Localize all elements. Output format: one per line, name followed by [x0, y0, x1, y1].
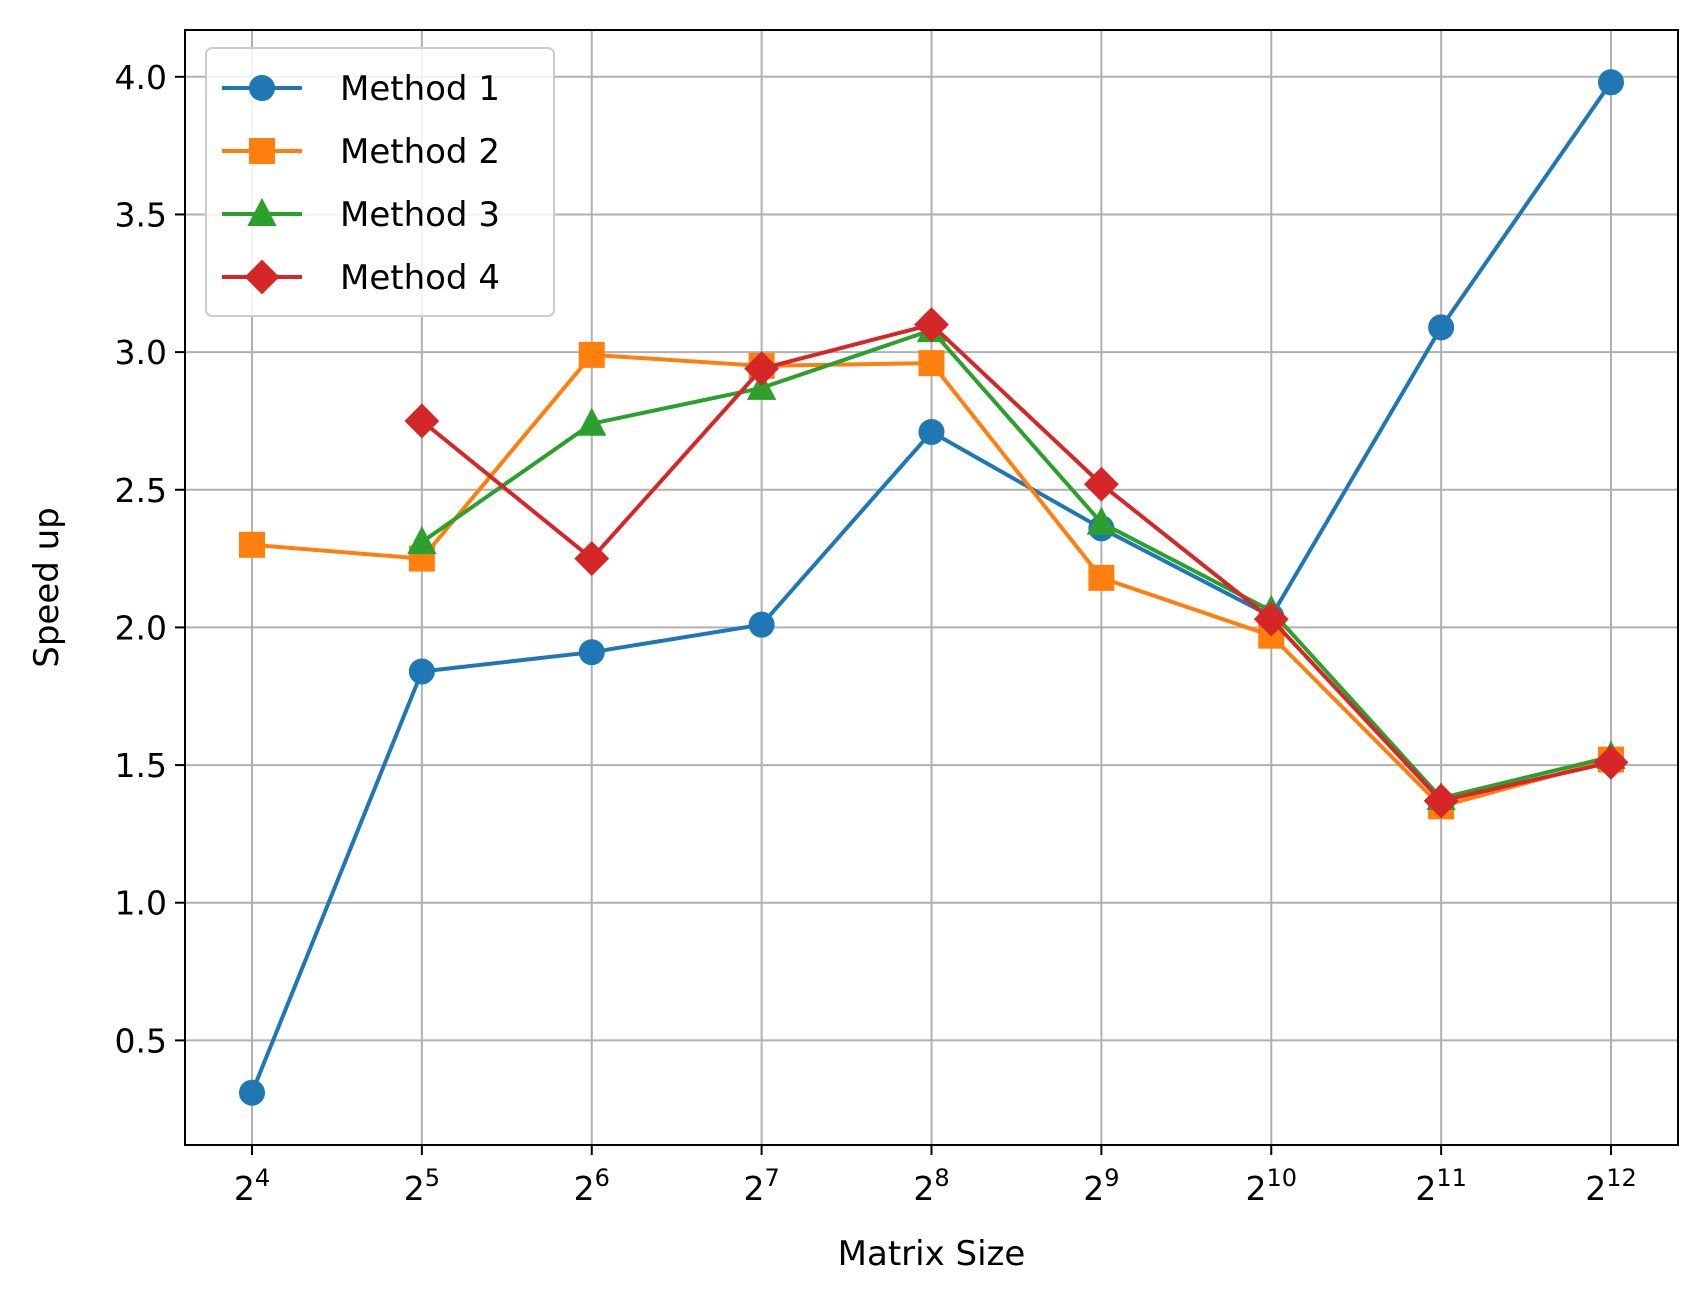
- legend-item: Method 3: [222, 195, 500, 235]
- y-tick-label: 3.0: [115, 333, 167, 372]
- x-tick-label: 211: [1415, 1164, 1467, 1208]
- x-tick-exponent: 5: [425, 1164, 440, 1192]
- data-point-marker: [577, 407, 607, 436]
- y-tick-label: 1.5: [115, 746, 167, 785]
- axis-ticks: 24 25 26 27 28 29 210 211 2120.51.01.52.02.53.03…: [115, 58, 1637, 1208]
- y-tick-label: 2.5: [115, 471, 167, 510]
- legend-item: Method 4: [222, 258, 500, 298]
- x-tick-base: 2: [1083, 1169, 1104, 1208]
- y-tick-label: 4.0: [115, 58, 167, 97]
- x-axis-label: Matrix Size: [838, 1234, 1026, 1274]
- data-point-marker: [1593, 744, 1629, 780]
- x-tick-exponent: 8: [934, 1164, 949, 1192]
- x-tick-label: 29: [1083, 1164, 1119, 1208]
- data-point-marker: [578, 639, 605, 666]
- legend-label: Method 4: [340, 258, 500, 298]
- y-tick-label: 1.0: [115, 884, 167, 923]
- legend-marker: [249, 138, 275, 164]
- x-tick-label: 212: [1585, 1164, 1637, 1208]
- data-point-marker: [1253, 601, 1289, 637]
- legend-marker: [249, 75, 275, 101]
- x-tick-exponent: 9: [1104, 1164, 1119, 1192]
- y-tick-label: 3.5: [115, 195, 167, 234]
- series-layer: [239, 69, 1629, 1106]
- data-point-marker: [1088, 564, 1115, 591]
- data-point-marker: [404, 403, 440, 439]
- x-tick-base: 2: [574, 1169, 595, 1208]
- y-axis-label: Speed up: [27, 507, 67, 668]
- x-tick-label: 28: [913, 1164, 949, 1208]
- x-tick-label: 25: [404, 1164, 440, 1208]
- data-point-marker: [239, 1079, 265, 1106]
- data-point-marker: [574, 541, 610, 577]
- data-point-marker: [408, 658, 435, 685]
- x-tick-base: 2: [1415, 1169, 1436, 1208]
- x-tick-label: 210: [1245, 1164, 1297, 1208]
- legend-label: Method 1: [340, 69, 500, 109]
- series-1: [239, 69, 1624, 1106]
- x-tick-exponent: 4: [255, 1164, 270, 1192]
- x-tick-exponent: 12: [1606, 1164, 1637, 1192]
- x-tick-label: 24: [234, 1164, 270, 1208]
- data-point-marker: [407, 525, 437, 555]
- legend-label: Method 2: [340, 132, 500, 172]
- legend-marker: [244, 259, 280, 295]
- y-tick-label: 2.0: [115, 608, 167, 647]
- legend-label: Method 3: [340, 195, 500, 235]
- data-point-marker: [1083, 466, 1119, 502]
- legend-box: [205, 47, 555, 317]
- x-tick-base: 2: [234, 1169, 255, 1208]
- data-point-marker: [914, 307, 949, 342]
- x-tick-exponent: 6: [595, 1164, 610, 1192]
- data-point-marker: [746, 371, 777, 400]
- legend: Method 1 Method 2 Method 3 Method 4: [205, 47, 555, 317]
- legend-item: Method 2: [222, 132, 500, 172]
- x-tick-base: 2: [404, 1169, 425, 1208]
- series-line: [420, 322, 1612, 803]
- x-tick-base: 2: [1245, 1169, 1266, 1208]
- x-tick-base: 2: [913, 1169, 934, 1208]
- data-point-marker: [744, 351, 780, 387]
- x-tick-exponent: 11: [1436, 1164, 1467, 1192]
- legend-item: Method 1: [222, 69, 500, 109]
- data-point-marker: [1086, 506, 1117, 535]
- data-point-marker: [748, 611, 775, 638]
- x-tick-exponent: 7: [764, 1164, 779, 1192]
- data-point-marker: [918, 350, 945, 377]
- x-tick-base: 2: [1585, 1169, 1606, 1208]
- data-point-marker: [578, 341, 605, 368]
- data-point-marker: [1598, 69, 1624, 96]
- y-tick-label: 0.5: [115, 1021, 167, 1060]
- x-tick-exponent: 10: [1266, 1164, 1297, 1192]
- series-line: [420, 328, 1612, 801]
- data-point-marker: [1423, 783, 1459, 819]
- x-tick-label: 27: [743, 1164, 779, 1208]
- data-point-marker: [1428, 314, 1455, 341]
- x-tick-label: 26: [574, 1164, 610, 1208]
- legend-marker: [247, 197, 277, 226]
- x-tick-base: 2: [743, 1169, 764, 1208]
- data-point-marker: [918, 418, 945, 445]
- data-point-marker: [239, 531, 265, 558]
- series-4: [404, 307, 1629, 819]
